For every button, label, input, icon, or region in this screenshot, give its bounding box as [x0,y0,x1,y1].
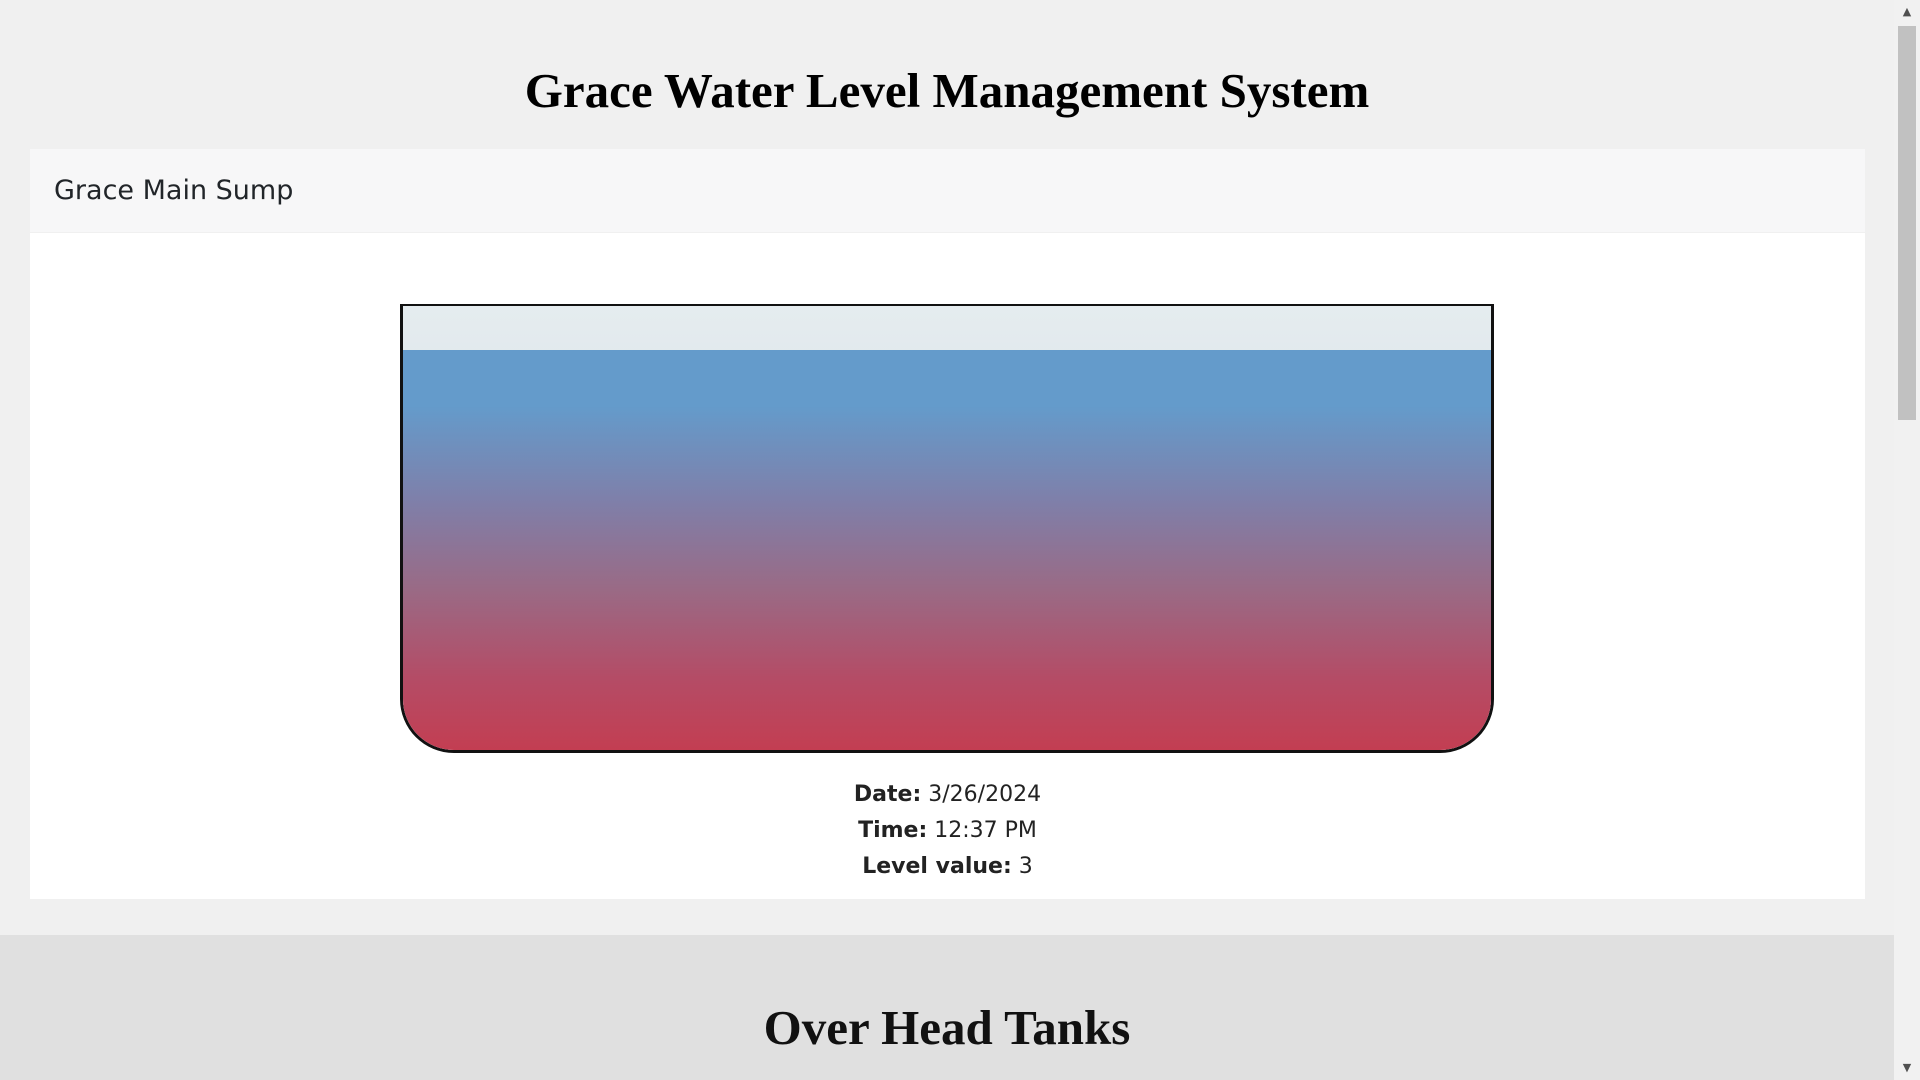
sump-card: Grace Main Sump Date: 3/26/2024 Time: 12… [30,149,1865,899]
arrow-up-icon[interactable]: ▲ [1902,5,1912,18]
overhead-tanks-title: Over Head Tanks [763,1000,1131,1055]
date-label: Date: [853,782,922,807]
sump-readings: Date: 3/26/2024 Time: 12:37 PM Level val… [30,777,1865,885]
level-label: Level value: [862,854,1012,879]
overhead-tanks-section: Over Head Tanks [0,935,1894,1080]
sump-card-header: Grace Main Sump [30,149,1865,233]
time-label: Time: [858,818,928,843]
scrollbar-thumb[interactable] [1898,26,1916,420]
vertical-scrollbar[interactable]: ▲ ▼ [1894,0,1920,1080]
time-reading: Time: 12:37 PM [30,813,1865,849]
date-value: 3/26/2024 [928,782,1042,807]
level-reading: Level value: 3 [30,849,1865,885]
level-value: 3 [1018,854,1033,879]
time-value: 12:37 PM [934,818,1037,843]
page-title: Grace Water Level Management System [524,63,1370,118]
arrow-down-icon[interactable]: ▼ [1902,1061,1912,1074]
tank-water-level [403,350,1491,750]
sump-tank-gauge [400,304,1494,753]
date-reading: Date: 3/26/2024 [30,777,1865,813]
